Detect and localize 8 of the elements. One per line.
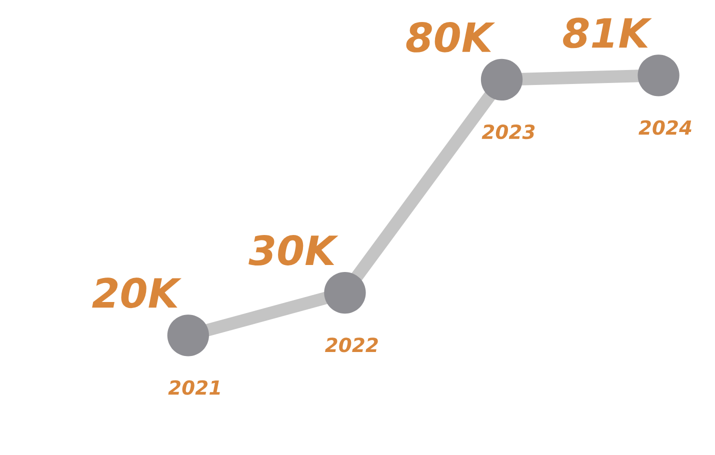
data-label: 30K <box>248 235 338 266</box>
data-label: 20K <box>92 278 182 308</box>
x-tick-label: 2022 <box>324 338 378 352</box>
x-tick-label: 2023 <box>482 124 535 140</box>
x-tick-label: 2021 <box>168 380 220 395</box>
x-tick-label: 2024 <box>638 120 692 135</box>
data-label: 80K <box>406 22 496 52</box>
data-label: 81K <box>563 18 652 48</box>
